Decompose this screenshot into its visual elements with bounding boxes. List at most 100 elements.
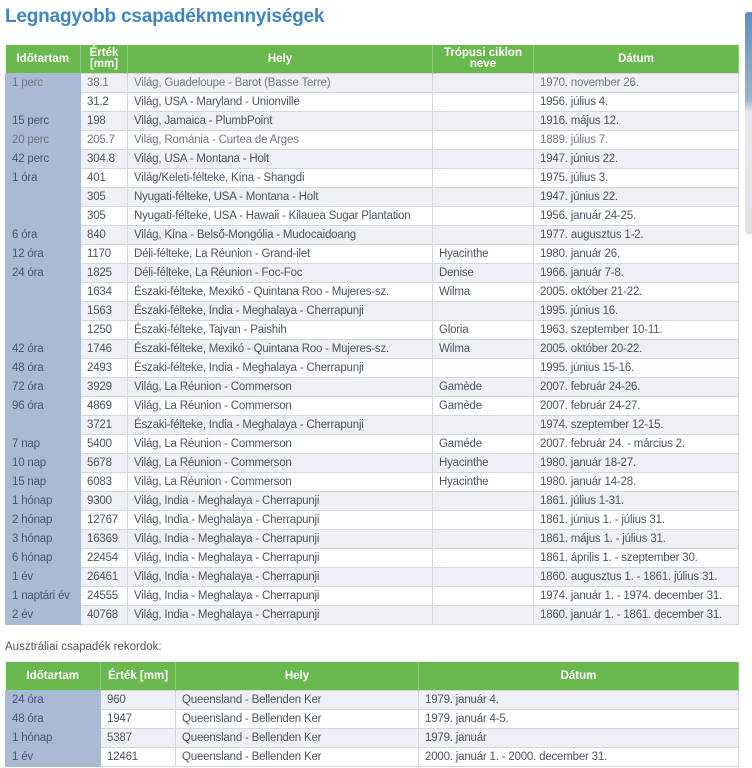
cell-date: 1947. június 22. [533,187,739,207]
cell-location: Északi-félteke, India - Meghalaya - Cher… [127,358,433,378]
cell-duration [5,415,81,435]
cell-date: 2000. január 1. - 2000. december 31. [418,747,739,767]
cell-duration: 15 perc [5,111,81,131]
cell-date: 1889. július 7. [533,130,739,150]
cell-value: 3929 [80,377,128,397]
cell-duration: 42 óra [5,339,81,359]
cell-date: 1980. január 14-28. [533,472,739,492]
cell-duration: 3 hónap [5,529,81,549]
cell-cyclon [432,510,534,530]
cell-cyclon [432,605,534,625]
cell-cyclon [432,111,534,131]
cell-value: 960 [100,690,176,710]
cell-location: Világ, India - Meghalaya - Cherrapunji [127,491,433,511]
cell-date: 1861. június 1. - július 31. [533,510,739,530]
cell-date: 2007. február 24-27. [533,396,739,416]
cell-cyclon [432,168,534,188]
cell-value: 26461 [80,567,128,587]
cell-duration: 1 év [5,747,101,767]
table-row: 1250 Északi-félteke, Tajvan - Paishih Glor… [5,320,739,340]
cell-cyclon [432,529,534,549]
cell-value: 5400 [80,434,128,454]
cell-location: Világ, USA - Montana - Holt [127,149,433,169]
table-row: 1 év 26461 Világ, India - Meghalaya - Cher… [5,567,739,587]
cell-value: 840 [80,225,128,245]
table-row: 1 év 12461 Queensland - Bellenden Ker 2000.… [5,747,739,767]
cell-value: 198 [80,111,128,131]
cell-location: Világ, India - Meghalaya - Cherrapunji [127,567,433,587]
cell-location: Világ, India - Meghalaya - Cherrapunji [127,548,433,568]
table-row: 1 hónap 5387 Queensland - Bellenden Ker 197… [5,728,739,748]
column-header-location: Hely [127,45,433,74]
table-row: 1634 Északi-félteke, Mexikó - Quintana Ro… [5,282,739,302]
cell-location: Világ, Kína - Belső-Mongólia - Mudocaido… [127,225,433,245]
rainfall-records-table: Időtartam Érték [mm] Hely Trópusi ciklon ne… [5,45,739,625]
cell-duration: 2 év [5,605,81,625]
cell-value: 3721 [80,415,128,435]
cell-location: Világ, La Réunion - Commerson [127,434,433,454]
cell-value: 2493 [80,358,128,378]
cell-location: Világ, India - Meghalaya - Cherrapunji [127,529,433,549]
cell-value: 1170 [80,244,128,264]
cell-cyclon [432,225,534,245]
cell-date: 1980. január 18-27. [533,453,739,473]
cell-location: Északi-félteke, Mexikó - Quintana Roo - … [127,282,433,302]
cell-duration: 1 perc [5,73,81,93]
cell-duration: 48 óra [5,358,81,378]
cell-location: Nyugati-félteke, USA - Hawaii - Kilauea … [127,206,433,226]
cell-location: Északi-félteke, India - Meghalaya - Cher… [127,301,433,321]
cell-cyclon [432,548,534,568]
cell-date: 1974. szeptember 12-15. [533,415,739,435]
cell-value: 1746 [80,339,128,359]
cell-cyclon: Hyacinthe [432,472,534,492]
cell-cyclon [432,73,534,93]
cell-duration: 6 óra [5,225,81,245]
table-row: 3 hónap 16369 Világ, India - Meghalaya - C… [5,529,739,549]
table-row: 72 óra 3929 Világ, La Réunion - Commerson G… [5,377,739,397]
cell-date: 1995. június 16. [533,301,739,321]
cell-value: 12767 [80,510,128,530]
table-row: 1 óra 401 Világ/Keleti-félteke, Kína - Sha… [5,168,739,188]
table-row: 1 hónap 9300 Világ, India - Meghalaya - Ch… [5,491,739,511]
cell-cyclon: Gaméde [432,434,534,454]
table-row: 2 év 40768 Világ, India - Meghalaya - Cher… [5,605,739,625]
cell-duration: 6 hónap [5,548,81,568]
australia-records-table: Időtartam Érték [mm] Hely Dátum 24 óra 960 Qu… [5,662,739,767]
cell-location: Északi-félteke, Tajvan - Paishih [127,320,433,340]
side-image-strip [745,12,752,234]
cell-location: Északi-félteke, India - Meghalaya - Cher… [127,415,433,435]
cell-duration: 2 hónap [5,510,81,530]
cell-date: 2007. február 24. - március 2. [533,434,739,454]
table-row: 24 óra 1825 Déli-félteke, La Réunion - Foc… [5,263,739,283]
cell-cyclon [432,567,534,587]
cell-location: Világ, La Réunion - Commerson [127,396,433,416]
cell-cyclon [432,149,534,169]
cell-value: 1825 [80,263,128,283]
cell-location: Queensland - Bellenden Ker [175,728,419,748]
cell-value: 22454 [80,548,128,568]
cell-value: 4869 [80,396,128,416]
table-row: 48 óra 2493 Északi-félteke, India - Meghal… [5,358,739,378]
table-row: 42 perc 304.8 Világ, USA - Montana - Holt 1… [5,149,739,169]
column-header-date: Dátum [533,45,739,74]
australia-note: Ausztráliai csapadék rekordok: [5,641,162,653]
cell-duration: 10 nap [5,453,81,473]
cell-cyclon: Hyacinthe [432,453,534,473]
cell-cyclon [432,206,534,226]
cell-location: Queensland - Bellenden Ker [175,709,419,729]
cell-duration: 20 perc [5,130,81,150]
table-row: 15 perc 198 Világ, Jamaica - PlumbPoint 191… [5,111,739,131]
cell-value: 205.7 [80,130,128,150]
cell-cyclon: Gamède [432,396,534,416]
cell-location: Világ, India - Meghalaya - Cherrapunji [127,586,433,606]
cell-duration: 24 óra [5,690,101,710]
column-header-cyclon: Trópusi ciklon neve [432,45,534,74]
cell-value: 5678 [80,453,128,473]
cell-location: Nyugati-félteke, USA - Montana - Holt [127,187,433,207]
table-row: 1 perc 38.1 Világ, Guadeloupe - Barot (Bas… [5,73,739,93]
table-row: 42 óra 1746 Északi-félteke, Mexikó - Quint… [5,339,739,359]
cell-duration: 42 perc [5,149,81,169]
cell-date: 1995. június 15-16. [533,358,739,378]
cell-location: Világ, Jamaica - PlumbPoint [127,111,433,131]
cell-location: Világ, La Réunion - Commerson [127,453,433,473]
